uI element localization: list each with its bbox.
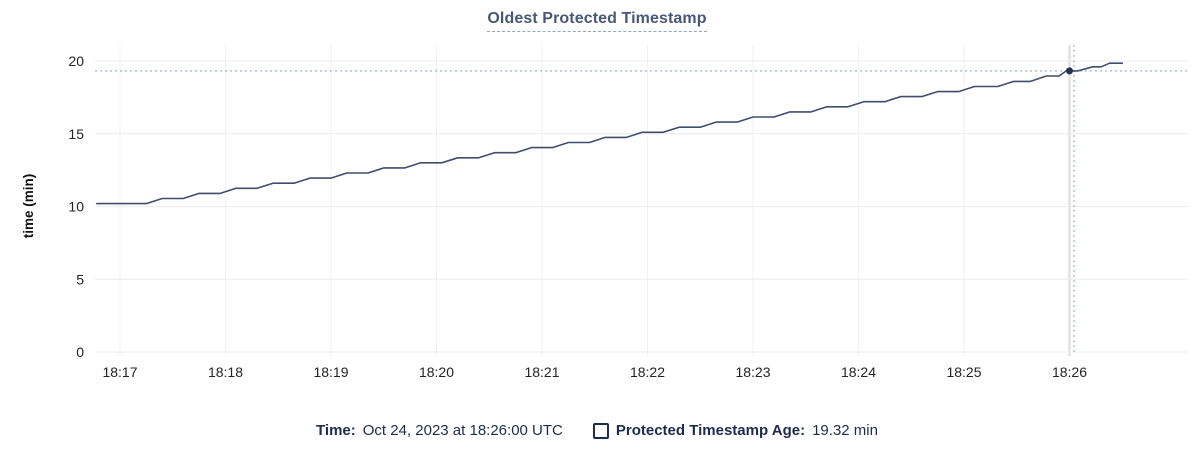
series-line <box>96 62 1124 205</box>
chart-legend: Time: Oct 24, 2023 at 18:26:00 UTC Prote… <box>0 422 1194 439</box>
x-tick-label: 18:23 <box>735 364 770 380</box>
y-tick-label: 15 <box>68 126 84 142</box>
hover-point-marker <box>1066 67 1073 75</box>
legend-series-toggle[interactable]: Protected Timestamp Age: 19.32 min <box>592 422 878 439</box>
x-tick-label: 18:20 <box>419 364 454 380</box>
x-tick-label: 18:19 <box>313 364 348 380</box>
legend-time-label: Time: <box>316 422 356 439</box>
plot-area[interactable]: 18:17 18:18 18:19 18:20 18:21 18:22 18:23 18:24… <box>0 0 1194 400</box>
series-checkbox[interactable] <box>592 422 609 439</box>
y-axis-title: time (min) <box>21 174 36 239</box>
legend-time-group: Time: Oct 24, 2023 at 18:26:00 UTC <box>316 422 563 439</box>
chart-title-row: Oldest Protected Timestamp <box>0 10 1194 32</box>
y-tick-label: 10 <box>68 199 84 215</box>
x-tick-label: 18:18 <box>208 364 243 380</box>
x-tick-label: 18:22 <box>630 364 665 380</box>
x-tick-label: 18:25 <box>946 364 981 380</box>
x-tick-label: 18:21 <box>524 364 559 380</box>
legend-series-value: 19.32 min <box>812 422 878 439</box>
x-tick-label: 18:24 <box>841 364 876 380</box>
y-tick-label: 0 <box>76 344 84 360</box>
x-tick-label: 18:17 <box>102 364 137 380</box>
legend-series-label: Protected Timestamp Age: <box>615 422 806 439</box>
legend-time-value: Oct 24, 2023 at 18:26:00 UTC <box>362 422 563 439</box>
x-tick-label: 18:26 <box>1052 364 1087 380</box>
y-tick-label: 5 <box>76 271 84 287</box>
chart-title[interactable]: Oldest Protected Timestamp <box>487 10 707 32</box>
y-tick-label: 20 <box>68 53 84 69</box>
